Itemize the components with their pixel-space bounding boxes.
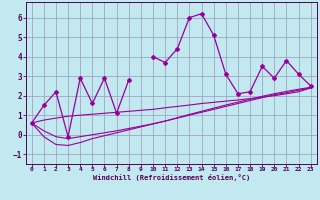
X-axis label: Windchill (Refroidissement éolien,°C): Windchill (Refroidissement éolien,°C) (92, 174, 250, 181)
